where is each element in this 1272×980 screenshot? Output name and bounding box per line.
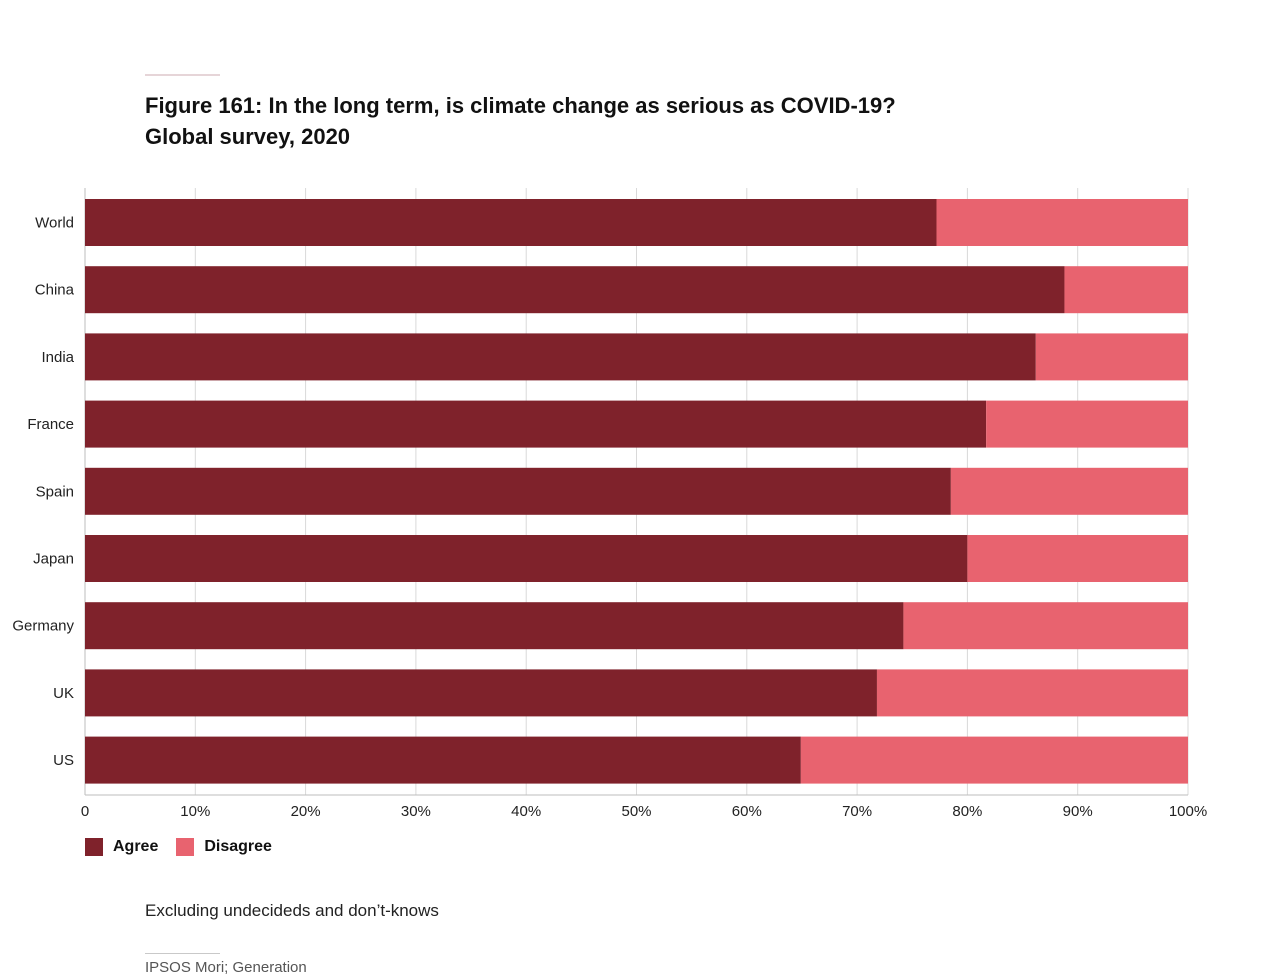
x-tick-label: 100%	[1169, 803, 1207, 820]
bar-agree-france	[85, 400, 987, 448]
category-label: China	[35, 282, 75, 299]
legend: Agree Disagree	[85, 838, 272, 856]
bar-agree-spain	[85, 467, 951, 515]
bar-agree-world	[85, 199, 937, 246]
bar-agree-india	[85, 333, 1036, 381]
x-tick-label: 20%	[291, 803, 321, 820]
category-label: France	[27, 416, 74, 433]
x-tick-label: 50%	[621, 803, 651, 820]
x-tick-label: 90%	[1063, 803, 1093, 820]
bar-disagree-france	[986, 400, 1188, 448]
category-label: India	[41, 349, 74, 366]
bar-disagree-us	[800, 736, 1188, 784]
chart-title: Figure 161: In the long term, is climate…	[145, 93, 896, 149]
bar-disagree-germany	[903, 602, 1188, 650]
x-axis-ticks: 0 10% 20% 30% 40% 50% 60% 70% 80% 90% 100%	[81, 803, 1207, 820]
legend-swatch-agree	[85, 838, 103, 856]
bars	[85, 199, 1188, 784]
bar-agree-germany	[85, 602, 904, 650]
category-label: UK	[53, 685, 74, 702]
bottom-divider	[145, 953, 220, 954]
x-tick-label: 30%	[401, 803, 431, 820]
bar-agree-uk	[85, 669, 877, 717]
legend-label-agree: Agree	[113, 838, 159, 855]
category-label: World	[35, 215, 74, 232]
bar-disagree-uk	[876, 669, 1188, 717]
category-labels: World China India France Spain Japan Germany UK…	[12, 215, 74, 770]
legend-item-agree: Agree	[85, 838, 158, 856]
category-label: Germany	[12, 618, 74, 635]
bar-disagree-china	[1064, 266, 1188, 314]
bar-disagree-japan	[967, 535, 1188, 582]
legend-label-disagree: Disagree	[204, 838, 272, 855]
bar-agree-us	[85, 736, 801, 784]
x-tick-label: 0	[81, 803, 89, 820]
chart-note: Excluding undecideds and don’t-knows	[145, 901, 439, 920]
x-tick-label: 60%	[732, 803, 762, 820]
x-tick-label: 80%	[952, 803, 982, 820]
x-tick-label: 10%	[180, 803, 210, 820]
legend-swatch-disagree	[176, 838, 195, 856]
bar-agree-japan	[85, 535, 968, 582]
bar-disagree-spain	[950, 467, 1188, 515]
category-label: Spain	[36, 483, 74, 500]
bar-agree-china	[85, 266, 1065, 314]
legend-item-disagree: Disagree	[176, 838, 272, 856]
chart-source: IPSOS Mori; Generation	[145, 959, 307, 976]
stacked-bar-chart: World China India France Spain Japan Germany UK…	[12, 188, 1207, 820]
x-tick-label: 70%	[842, 803, 872, 820]
category-label: US	[53, 752, 74, 769]
category-label: Japan	[33, 551, 74, 568]
bar-disagree-world	[936, 199, 1188, 246]
top-divider	[145, 74, 220, 76]
bar-disagree-india	[1035, 333, 1188, 381]
x-tick-label: 40%	[511, 803, 541, 820]
